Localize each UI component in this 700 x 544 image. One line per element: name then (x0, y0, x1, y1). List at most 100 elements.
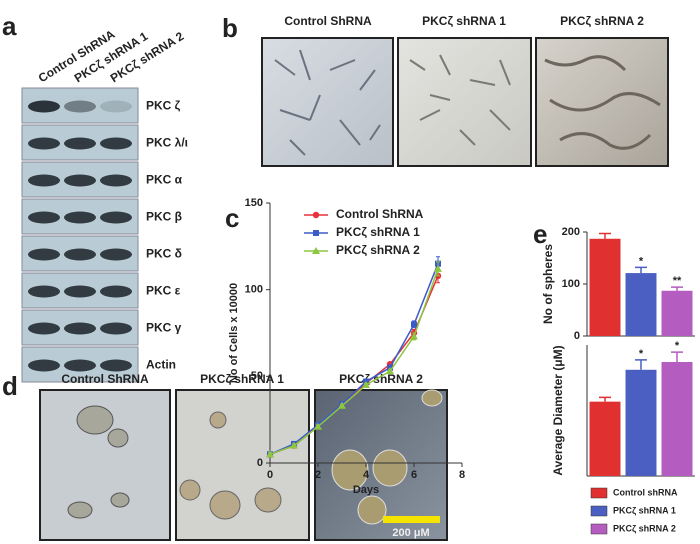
blot-band (28, 174, 60, 187)
blot-row-label: PKC λ/ι (146, 136, 188, 150)
scale-bar-label: 200 μM (392, 527, 429, 539)
blot-band (64, 137, 96, 150)
blot-band (28, 100, 60, 113)
x-tick-label: 2 (315, 469, 321, 481)
legend-label: Control shRNA (613, 487, 678, 497)
x-axis-label: Days (353, 484, 379, 496)
data-point (290, 441, 298, 449)
blot-band (28, 248, 60, 261)
significance: * (639, 348, 644, 360)
bar (589, 401, 621, 476)
legend-label: PKCζ shRNA 1 (336, 225, 420, 239)
blot-band (100, 211, 132, 224)
blot-row-label: PKC ζ (146, 99, 181, 113)
bar (625, 273, 657, 336)
blot-band (64, 285, 96, 298)
data-point (266, 450, 274, 458)
blot-band (100, 322, 132, 335)
data-point (410, 332, 418, 340)
blot-band (100, 137, 132, 150)
legend-label: PKCζ shRNA 2 (613, 523, 676, 533)
blot-row-label: Actin (146, 358, 176, 372)
panel-label: b (222, 13, 238, 43)
data-point (386, 367, 394, 375)
y-tick-label: 0 (257, 457, 263, 469)
blot-row-label: PKC α (146, 173, 183, 187)
legend-swatch (590, 505, 608, 517)
blot-band (28, 359, 60, 372)
sphere-images (39, 389, 448, 541)
blot-row-label: PKC ε (146, 284, 181, 298)
data-point (362, 381, 370, 388)
x-tick-label: 8 (459, 469, 465, 481)
column-header: Control ShRNA (284, 14, 372, 28)
panel-label: c (225, 203, 239, 233)
panel-label: e (533, 219, 547, 249)
blot-band (64, 322, 96, 335)
line (269, 268, 439, 456)
morphology-images (261, 37, 669, 167)
y-axis-label: No of spheres (541, 244, 555, 324)
blot-band (100, 285, 132, 298)
blot-band (28, 211, 60, 224)
legend-marker (312, 247, 320, 254)
error-bar (671, 286, 683, 291)
y-tick-label: 150 (245, 197, 263, 209)
legend-label: PKCζ shRNA 1 (613, 505, 676, 515)
blot-row-label: PKC δ (146, 247, 182, 261)
error-bar (671, 351, 683, 362)
blot-band (100, 100, 132, 113)
column-header: Control ShRNA (61, 372, 149, 386)
legend-label: PKCζ shRNA 2 (336, 243, 420, 257)
significance: ** (673, 275, 682, 287)
y-axis-label: Average Diameter (μM) (551, 345, 565, 475)
legend-marker (313, 230, 319, 236)
blot-band (64, 211, 96, 224)
legend-swatch (590, 523, 608, 535)
blot-band (100, 248, 132, 261)
blot-row-label: PKC γ (146, 321, 182, 335)
blot-band (28, 322, 60, 335)
bar (589, 238, 621, 336)
legend-marker (312, 211, 320, 219)
panel-label: d (2, 371, 18, 401)
y-tick-label: 100 (562, 278, 580, 290)
y-tick-label: 200 (562, 226, 580, 238)
blot-band (100, 359, 132, 372)
error-bar (599, 232, 611, 239)
panel-label: a (2, 11, 17, 41)
error-bar (635, 266, 647, 274)
column-header: PKCζ shRNA 1 (422, 14, 506, 28)
error-bar (635, 359, 647, 370)
significance: * (639, 255, 644, 267)
blot-band (64, 174, 96, 187)
x-tick-label: 0 (267, 469, 273, 481)
blot-band (64, 248, 96, 261)
significance: * (675, 340, 680, 352)
y-axis-label: No of Cells x 10000 (228, 283, 240, 383)
error-bar (599, 396, 611, 402)
blot-band (100, 174, 132, 187)
y-tick-label: 100 (245, 284, 263, 296)
data-point (338, 401, 346, 409)
x-tick-label: 6 (411, 469, 417, 481)
blot-band (28, 137, 60, 150)
x-tick-label: 4 (363, 469, 370, 481)
bar (661, 361, 693, 476)
data-point (314, 422, 322, 430)
blot-band (64, 359, 96, 372)
bar (625, 369, 657, 476)
column-header: PKCζ shRNA 2 (560, 14, 644, 28)
y-tick-label: 0 (574, 330, 580, 342)
bar (661, 290, 693, 336)
data-point (434, 264, 442, 272)
column-header: PKCζ shRNA 2 (339, 372, 423, 386)
western-blot (21, 87, 139, 383)
line (269, 263, 439, 456)
blot-row-label: PKC β (146, 210, 182, 224)
legend-label: Control ShRNA (336, 207, 424, 221)
blot-band (28, 285, 60, 298)
column-header: PKCζ shRNA 1 (200, 372, 284, 386)
data-point (411, 321, 417, 328)
